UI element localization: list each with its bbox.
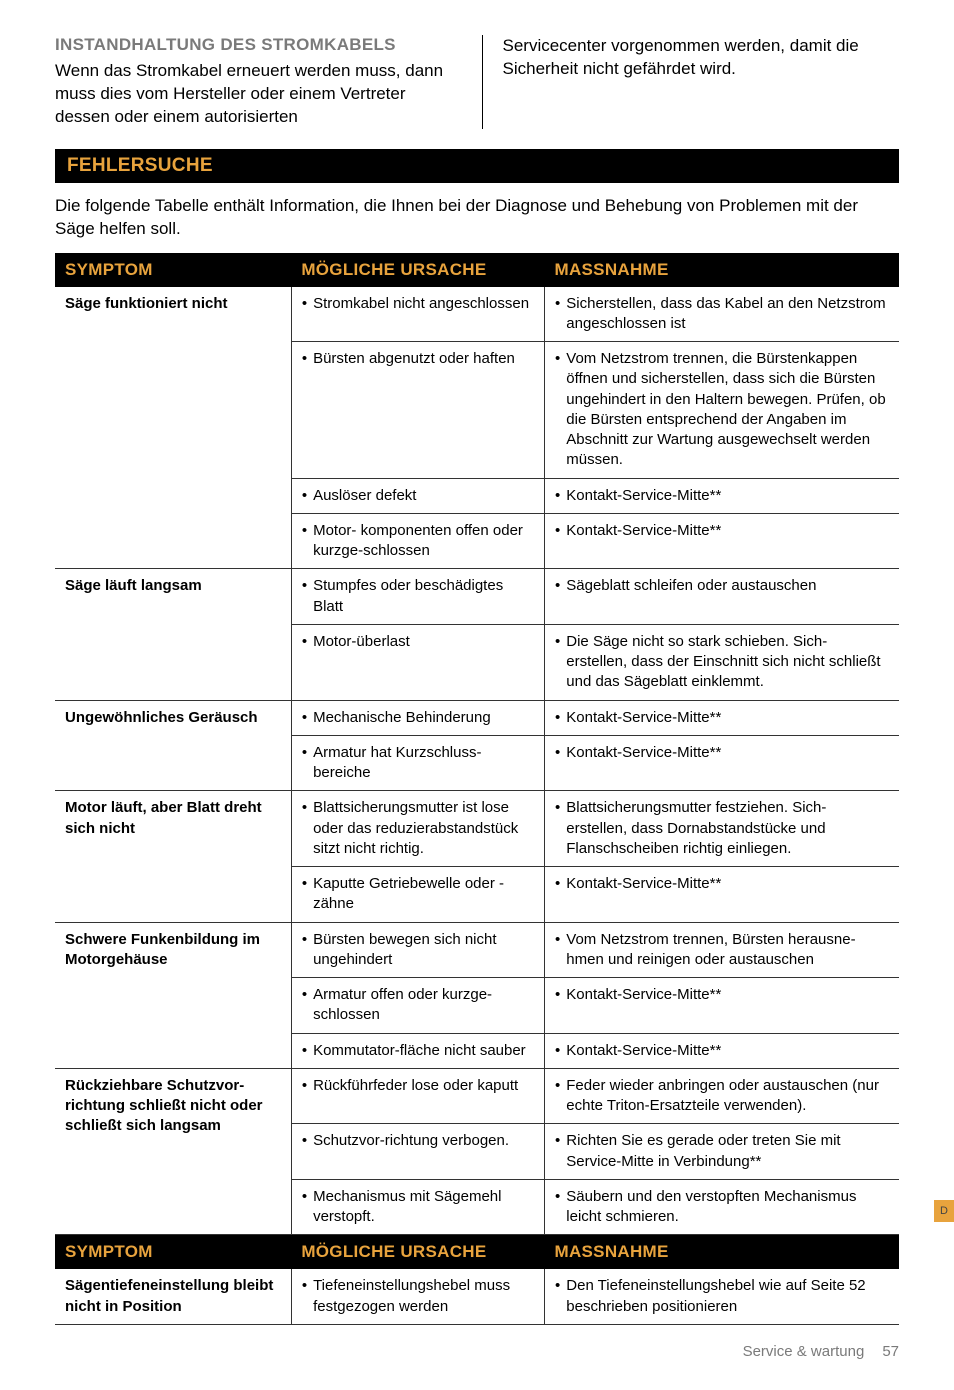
table-row: Säge läuft langsamStumpfes oder beschädi… [55,569,899,625]
symptom-cell: Schwere Funkenbildung im Motorgehäuse [55,922,291,1068]
table-row: Schwere Funkenbildung im MotorgehäuseBür… [55,922,899,978]
symptom-cell: Sägentiefeneinstellung bleibt nicht in P… [55,1269,291,1324]
action-cell: Sicherstellen, dass das Kabel an den Net… [545,287,900,342]
side-tab: D [934,1200,954,1222]
cause-cell: Armatur hat Kurzschluss-bereiche [291,735,544,791]
page-footer: Service & wartung 57 [55,1343,899,1360]
action-cell: Feder wieder anbringen oder austauschen … [545,1068,900,1124]
action-cell: Kontakt-Service-Mitte** [545,700,900,735]
symptom-cell: Säge läuft langsam [55,569,291,700]
action-cell: Vom Netzstrom trennen, die Bürstenkappen… [545,342,900,479]
header-action: MASSNAHME [545,253,900,287]
symptom-cell: Rückziehbare Schutzvor- richtung schließ… [55,1068,291,1235]
cause-cell: Bürsten abgenutzt oder haften [291,342,544,479]
action-cell: Kontakt-Service-Mitte** [545,978,900,1034]
action-cell: Richten Sie es gerade oder treten Sie mi… [545,1124,900,1180]
intro-heading: INSTANDHALTUNG DES STROMKABELS [55,35,452,55]
header-cause: MÖGLICHE URSACHE [291,253,544,287]
cause-cell: Motor-überlast [291,624,544,700]
action-cell: Kontakt-Service-Mitte** [545,513,900,569]
troubleshooting-table: SYMPTOM MÖGLICHE URSACHE MASSNAHME Säge … [55,253,899,1325]
table-header-row: SYMPTOM MÖGLICHE URSACHE MASSNAHME [55,253,899,287]
cause-cell: Blattsicherungsmutter ist lose oder das … [291,791,544,867]
action-cell: Kontakt-Service-Mitte** [545,867,900,923]
cause-cell: Tiefeneinstellungshebel muss festgezogen… [291,1269,544,1324]
cause-cell: Kaputte Getriebewelle oder -zähne [291,867,544,923]
intro-left-text: Wenn das Stromkabel erneuert werden muss… [55,60,452,129]
cause-cell: Mechanische Behinderung [291,700,544,735]
symptom-cell: Motor läuft, aber Blatt dreht sich nicht [55,791,291,922]
action-cell: Kontakt-Service-Mitte** [545,478,900,513]
header-action-2: MASSNAHME [545,1235,900,1270]
table-header-row-2: SYMPTOM MÖGLICHE URSACHE MASSNAHME [55,1235,899,1270]
cause-cell: Bürsten bewegen sich nicht ungehindert [291,922,544,978]
action-cell: Sägeblatt schleifen oder austauschen [545,569,900,625]
cause-cell: Stumpfes oder beschädigtes Blatt [291,569,544,625]
action-cell: Den Tiefeneinstellungshebel wie auf Seit… [545,1269,900,1324]
symptom-cell: Säge funktioniert nicht [55,287,291,569]
cause-cell: Rückführfeder lose oder kaputt [291,1068,544,1124]
action-cell: Die Säge nicht so stark schieben. Sich- … [545,624,900,700]
header-symptom: SYMPTOM [55,253,291,287]
section-header: FEHLERSUCHE [55,149,899,183]
cause-cell: Auslöser defekt [291,478,544,513]
footer-label: Service & wartung [743,1343,865,1360]
table-row: Rückziehbare Schutzvor- richtung schließ… [55,1068,899,1124]
action-cell: Kontakt-Service-Mitte** [545,1033,900,1068]
action-cell: Blattsicherungsmutter festziehen. Sich- … [545,791,900,867]
footer-page-number: 57 [882,1343,899,1360]
table-row: Sägentiefeneinstellung bleibt nicht in P… [55,1269,899,1324]
table-row: Ungewöhnliches GeräuschMechanische Behin… [55,700,899,735]
cause-cell: Stromkabel nicht angeschlossen [291,287,544,342]
cause-cell: Kommutator-fläche nicht sauber [291,1033,544,1068]
header-cause-2: MÖGLICHE URSACHE [291,1235,544,1270]
intro-right-column: Servicecenter vorgenommen werden, damit … [482,35,900,129]
header-symptom-2: SYMPTOM [55,1235,291,1270]
table-row: Säge funktioniert nichtStromkabel nicht … [55,287,899,342]
action-cell: Kontakt-Service-Mitte** [545,735,900,791]
intro-left-column: INSTANDHALTUNG DES STROMKABELS Wenn das … [55,35,452,129]
cause-cell: Armatur offen oder kurzge- schlossen [291,978,544,1034]
intro-section: INSTANDHALTUNG DES STROMKABELS Wenn das … [55,35,899,129]
table-row: Motor läuft, aber Blatt dreht sich nicht… [55,791,899,867]
cause-cell: Motor- komponenten offen oder kurzge-sch… [291,513,544,569]
action-cell: Vom Netzstrom trennen, Bürsten herausne-… [545,922,900,978]
section-description: Die folgende Tabelle enthält Information… [55,195,899,241]
action-cell: Säubern und den verstopften Mechanismus … [545,1179,900,1235]
cause-cell: Mechanismus mit Sägemehl verstopft. [291,1179,544,1235]
symptom-cell: Ungewöhnliches Geräusch [55,700,291,791]
cause-cell: Schutzvor-richtung verbogen. [291,1124,544,1180]
intro-right-text: Servicecenter vorgenommen werden, damit … [503,35,900,81]
